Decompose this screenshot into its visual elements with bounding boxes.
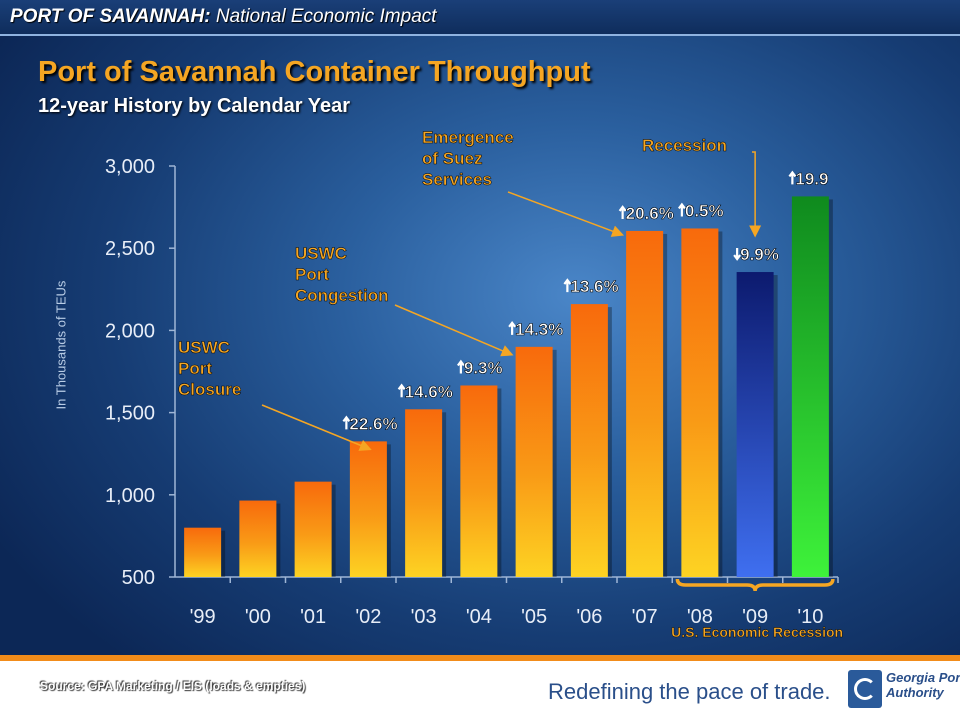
data-label-group: 14.3% (508, 320, 564, 339)
x-tick-label: '09 (742, 606, 768, 628)
header-bold: PORT OF SAVANNAH: (10, 6, 211, 27)
bar-09 (736, 272, 774, 577)
y-tick-label: 500 (122, 567, 155, 589)
data-label: 19.9 (795, 169, 828, 188)
x-tick-label: '03 (411, 606, 437, 628)
up-arrow-icon (563, 278, 572, 293)
bar-03 (405, 409, 443, 577)
annotation-line: USWC (295, 244, 347, 263)
y-tick-label: 2,000 (105, 320, 155, 342)
header-rest: National Economic Impact (215, 6, 437, 27)
header-bar: PORT OF SAVANNAH: National Economic Impa… (0, 0, 960, 36)
chart-subtitle: 12-year History by Calendar Year (38, 95, 351, 117)
header-text: PORT OF SAVANNAH: National Economic Impa… (10, 6, 437, 28)
bar-04 (460, 385, 498, 577)
annotation-line: USWC (178, 338, 230, 357)
logo-line1: Georgia Ports (886, 670, 960, 685)
bar-07 (626, 230, 664, 578)
x-tick-label: '08 (687, 606, 713, 628)
annotation-line: Congestion (295, 286, 389, 305)
annotation-text: USWC Port Congestion (295, 244, 389, 305)
data-label-group: 9.9% (733, 245, 779, 264)
footer-stripe (0, 655, 960, 661)
data-label-group: 14.6% (397, 382, 453, 402)
up-arrow-icon (677, 202, 686, 217)
annotation-line: Services (422, 170, 492, 189)
x-tick-label: '99 (190, 606, 216, 628)
y-tick-label: 1,000 (105, 485, 155, 507)
annotation-text: USWC Port Closure (178, 338, 241, 399)
bar-chart: 500 1,000 1,500 2,000 2,500 3,000 '99 '00 '01 '02… (105, 128, 843, 640)
bar-01 (294, 481, 332, 577)
data-label-group: 13.6% (563, 277, 619, 296)
bar-99 (184, 527, 222, 577)
bar-06 (570, 304, 608, 577)
bar-02 (349, 441, 387, 577)
annotation-line: Port (295, 265, 329, 284)
x-tick-label: '10 (797, 606, 823, 628)
annotation-line: Emergence (422, 128, 514, 147)
gpa-logo: Georgia Ports Authority (848, 664, 960, 714)
x-tick-label: '01 (300, 606, 326, 628)
recession-bracket-label: U.S. Economic Recession (671, 624, 843, 640)
recession-bracket (675, 578, 835, 592)
x-tick-label: '02 (355, 606, 381, 628)
data-label: 9.3% (464, 358, 503, 377)
y-tick-label: 1,500 (105, 403, 155, 425)
data-label-group: 9.3% (456, 358, 503, 378)
data-label-group: 22.6% (342, 414, 398, 434)
annotation-line: Port (178, 359, 212, 378)
data-label: 13.6% (570, 277, 618, 296)
source-note: Source: GPA Marketing / EIS (loads & emp… (40, 679, 306, 693)
bar-08 (681, 228, 719, 578)
up-arrow-icon (508, 321, 517, 335)
annotation-arrow (394, 304, 514, 357)
y-tick-label: 2,500 (105, 238, 155, 260)
x-tick-label: '05 (521, 606, 547, 628)
annotation-text: Emergence of Suez Services (422, 128, 514, 189)
logo-line2: Authority (886, 685, 944, 700)
x-tick-label: '07 (632, 606, 658, 628)
data-label: 20.6% (626, 204, 674, 223)
data-label: 22.6% (349, 414, 397, 433)
up-arrow-icon (456, 359, 465, 374)
x-tick-label: '04 (466, 606, 492, 628)
up-arrow-icon (788, 170, 797, 185)
bar-10 (791, 196, 829, 577)
up-arrow-icon (397, 383, 406, 398)
data-label: 14.6% (405, 382, 453, 401)
up-arrow-icon (342, 415, 351, 430)
bar-00 (239, 500, 277, 577)
x-tick-label: '00 (245, 606, 271, 628)
up-arrow-icon (618, 205, 627, 219)
data-label-group: 19.9 (788, 169, 829, 189)
footer (0, 655, 960, 720)
y-tick-label: 3,000 (105, 156, 155, 178)
tagline: Redefining the pace of trade. (548, 679, 831, 704)
annotation-line: of Suez (422, 149, 482, 168)
data-label-group: 0.5% (677, 201, 724, 221)
annotation-text: Recession (642, 136, 727, 155)
data-label: 0.5% (685, 201, 724, 220)
gpa-logo-text: Georgia Ports Authority (886, 670, 960, 700)
annotation-line: Recession (642, 136, 727, 155)
bar-05 (515, 346, 553, 577)
annotation-line: Closure (178, 380, 241, 399)
data-label: 9.9% (740, 245, 779, 264)
data-label: 14.3% (515, 320, 563, 339)
annotation-arrow (507, 191, 625, 237)
x-tick-label: '06 (576, 606, 602, 628)
down-arrow-icon (733, 248, 742, 261)
annotation-arrow (749, 151, 762, 238)
annotation-arrow (261, 404, 372, 451)
gpa-logo-icon (848, 670, 882, 708)
data-label-group: 20.6% (618, 204, 674, 223)
chart-title: Port of Savannah Container Throughput (38, 56, 591, 88)
